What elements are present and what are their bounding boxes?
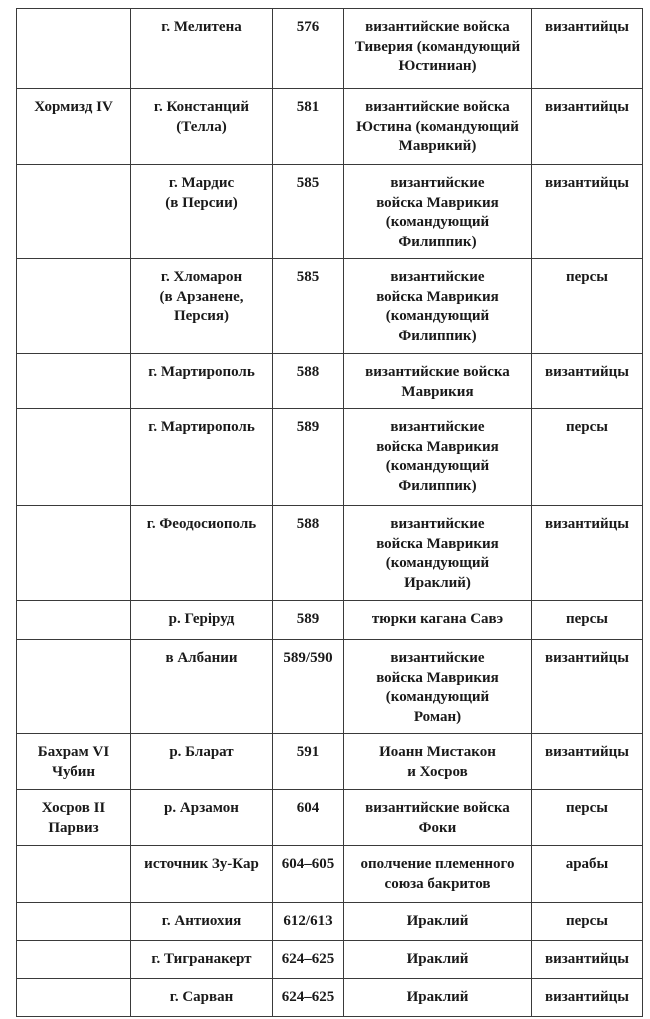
- cell-opponent: византийские войска Фоки: [343, 789, 532, 846]
- cell-place: г. Хломарон (в Арзанене, Персия): [130, 258, 273, 354]
- cell-ruler: [16, 353, 131, 409]
- cell-winner: персы: [531, 258, 643, 354]
- cell-year: 604: [272, 789, 344, 846]
- cell-ruler: [16, 408, 131, 506]
- cell-ruler: [16, 902, 131, 941]
- cell-place: г. Констанций (Телла): [130, 88, 273, 165]
- cell-year: 589: [272, 408, 344, 506]
- cell-ruler: [16, 845, 131, 903]
- table-row: г. Сарван 624–625 Ираклий византийцы: [16, 978, 643, 1017]
- cell-ruler: Хосров II Парвиз: [16, 789, 131, 846]
- cell-place: г. Антиохия: [130, 902, 273, 941]
- cell-place: г. Феодосиополь: [130, 505, 273, 601]
- cell-winner: персы: [531, 789, 643, 846]
- cell-winner: арабы: [531, 845, 643, 903]
- cell-place: г. Мелитена: [130, 8, 273, 89]
- cell-winner: византийцы: [531, 639, 643, 734]
- cell-year: 589: [272, 600, 344, 640]
- cell-winner: византийцы: [531, 978, 643, 1017]
- cell-ruler: Бахрам VI Чубин: [16, 733, 131, 790]
- cell-place: г. Мартирополь: [130, 353, 273, 409]
- cell-opponent: византийские войска Маврикия: [343, 353, 532, 409]
- cell-opponent: византийские войска Маврикия (командующи…: [343, 505, 532, 601]
- cell-opponent: Ираклий: [343, 902, 532, 941]
- cell-year: 612/613: [272, 902, 344, 941]
- cell-opponent: тюрки кагана Савэ: [343, 600, 532, 640]
- table-row: г. Феодосиополь 588 византийские войска Ма…: [16, 505, 643, 601]
- table-row: г. Хломарон (в Арзанене, Персия) 585 визан…: [16, 258, 643, 354]
- table-row: г. Мартирополь 588 византийские войска Мав…: [16, 353, 643, 409]
- cell-winner: византийцы: [531, 733, 643, 790]
- cell-year: 624–625: [272, 940, 344, 979]
- cell-winner: персы: [531, 408, 643, 506]
- cell-place: р. Арзамон: [130, 789, 273, 846]
- table-row: р. Геріруд 589 тюрки кагана Савэ персы: [16, 600, 643, 640]
- cell-opponent: византийские войска Маврикия (командующи…: [343, 639, 532, 734]
- cell-place: г. Сарван: [130, 978, 273, 1017]
- cell-ruler: [16, 258, 131, 354]
- cell-ruler: [16, 8, 131, 89]
- cell-year: 591: [272, 733, 344, 790]
- cell-year: 588: [272, 353, 344, 409]
- table-row: г. Мардис (в Персии) 585 византийские войс…: [16, 164, 643, 259]
- cell-place: г. Тигранакерт: [130, 940, 273, 979]
- cell-ruler: Хормизд IV: [16, 88, 131, 165]
- cell-year: 604–605: [272, 845, 344, 903]
- cell-year: 589/590: [272, 639, 344, 734]
- cell-winner: византийцы: [531, 940, 643, 979]
- table-row: г. Мелитена 576 византийские войска Тивери…: [16, 8, 643, 89]
- cell-year: 585: [272, 164, 344, 259]
- cell-place: в Албании: [130, 639, 273, 734]
- table-row: г. Антиохия 612/613 Ираклий персы: [16, 902, 643, 941]
- cell-winner: персы: [531, 902, 643, 941]
- cell-year: 585: [272, 258, 344, 354]
- cell-opponent: Ираклий: [343, 940, 532, 979]
- cell-place: р. Геріруд: [130, 600, 273, 640]
- cell-opponent: византийские войска Маврикия (командующи…: [343, 408, 532, 506]
- cell-opponent: Иоанн Мистакон и Хосров: [343, 733, 532, 790]
- table-row: источник Зу-Кар 604–605 ополчение племенно…: [16, 845, 643, 903]
- cell-ruler: [16, 164, 131, 259]
- cell-ruler: [16, 639, 131, 734]
- table-row: г. Мартирополь 589 византийские войска Мав…: [16, 408, 643, 506]
- cell-place: г. Мартирополь: [130, 408, 273, 506]
- table-row: Хормизд IV г. Констанций (Телла) 581 визант…: [16, 88, 643, 165]
- cell-winner: византийцы: [531, 505, 643, 601]
- cell-winner: византийцы: [531, 88, 643, 165]
- cell-opponent: византийские войска Маврикия (командующи…: [343, 258, 532, 354]
- cell-ruler: [16, 940, 131, 979]
- cell-ruler: [16, 505, 131, 601]
- cell-place: г. Мардис (в Персии): [130, 164, 273, 259]
- cell-opponent: ополчение племенного союза бакритов: [343, 845, 532, 903]
- cell-opponent: византийские войска Маврикия (командующи…: [343, 164, 532, 259]
- cell-winner: византийцы: [531, 164, 643, 259]
- cell-year: 588: [272, 505, 344, 601]
- cell-year: 581: [272, 88, 344, 165]
- cell-ruler: [16, 978, 131, 1017]
- cell-place: источник Зу-Кар: [130, 845, 273, 903]
- cell-opponent: византийские войска Тиверия (командующий…: [343, 8, 532, 89]
- cell-place: р. Бларат: [130, 733, 273, 790]
- cell-opponent: Ираклий: [343, 978, 532, 1017]
- table-row: в Албании 589/590 византийские войска Мавр…: [16, 639, 643, 734]
- table-row: Бахрам VI Чубин р. Бларат 591 Иоанн Мистако…: [16, 733, 643, 790]
- cell-year: 624–625: [272, 978, 344, 1017]
- cell-winner: византийцы: [531, 353, 643, 409]
- cell-ruler: [16, 600, 131, 640]
- table-row: г. Тигранакерт 624–625 Ираклий византийцы: [16, 940, 643, 979]
- table-row: Хосров II Парвиз р. Арзамон 604 византийски…: [16, 789, 643, 846]
- battles-table: г. Мелитена 576 византийские войска Тивери…: [16, 8, 643, 1017]
- cell-opponent: византийские войска Юстина (командующий …: [343, 88, 532, 165]
- cell-winner: византийцы: [531, 8, 643, 89]
- cell-winner: персы: [531, 600, 643, 640]
- cell-year: 576: [272, 8, 344, 89]
